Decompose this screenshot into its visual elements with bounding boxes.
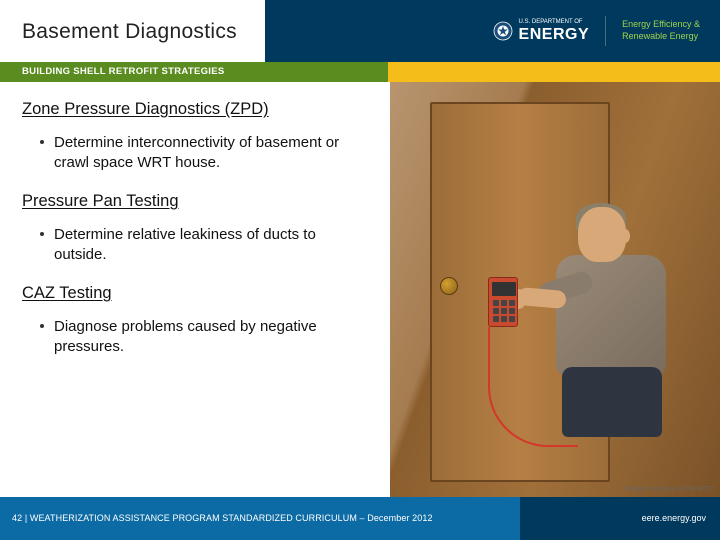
footer-left: 42 | WEATHERIZATION ASSISTANCE PROGRAM S…: [0, 497, 520, 540]
bullet-icon: [40, 140, 44, 144]
sub-line2: Renewable Energy: [622, 31, 700, 43]
doe-subtext: Energy Efficiency & Renewable Energy: [622, 19, 700, 42]
footer-program-text: WEATHERIZATION ASSISTANCE PROGRAM STANDA…: [30, 513, 433, 523]
footer-url: eere.energy.gov: [520, 497, 720, 540]
header-logo-area: U.S. DEPARTMENT OF ENERGY Energy Efficie…: [265, 0, 720, 62]
head-shape: [578, 207, 626, 262]
person-shape: [528, 207, 698, 437]
manometer-device: [488, 277, 518, 327]
page-number: 42: [12, 513, 22, 523]
header: Basement Diagnostics U.S. DEPARTMENT OF …: [0, 0, 720, 62]
sub-line1: Energy Efficiency &: [622, 19, 700, 31]
category-stripe: BUILDING SHELL RETROFIT STRATEGIES: [0, 62, 720, 82]
footer: 42 | WEATHERIZATION ASSISTANCE PROGRAM S…: [0, 497, 720, 540]
section-heading-zpd: Zone Pressure Diagnostics (ZPD): [22, 100, 370, 119]
bullet-icon: [40, 324, 44, 328]
section-heading-caz: CAZ Testing: [22, 284, 370, 303]
device-screen: [492, 282, 516, 296]
doe-logo: U.S. DEPARTMENT OF ENERGY Energy Efficie…: [493, 16, 700, 46]
page-title: Basement Diagnostics: [22, 20, 265, 44]
category-label: BUILDING SHELL RETROFIT STRATEGIES: [0, 62, 388, 82]
stripe-accent: [388, 62, 720, 82]
main-area: Zone Pressure Diagnostics (ZPD) Determin…: [0, 82, 720, 497]
dept-top-label: U.S. DEPARTMENT OF: [519, 19, 590, 26]
bullet-row: Diagnose problems caused by negative pre…: [22, 317, 370, 356]
bullet-row: Determine interconnectivity of basement …: [22, 133, 370, 172]
section-heading-pan: Pressure Pan Testing: [22, 192, 370, 211]
doe-seal-icon: [493, 21, 513, 41]
doorknob-shape: [440, 277, 458, 295]
device-buttons: [493, 300, 515, 322]
content-column: Zone Pressure Diagnostics (ZPD) Determin…: [0, 82, 388, 356]
logo-divider: [605, 16, 606, 46]
bullet-text-caz: Diagnose problems caused by negative pre…: [54, 317, 354, 356]
photo-illustration: Photo courtesy of PA WTC: [390, 82, 720, 497]
header-title-area: Basement Diagnostics: [0, 0, 265, 62]
bullet-text-pan: Determine relative leakiness of ducts to…: [54, 225, 354, 264]
bullet-text-zpd: Determine interconnectivity of basement …: [54, 133, 354, 172]
photo-credit: Photo courtesy of PA WTC: [625, 484, 714, 493]
bullet-row: Determine relative leakiness of ducts to…: [22, 225, 370, 264]
dept-main-label: ENERGY: [519, 26, 590, 44]
bullet-icon: [40, 232, 44, 236]
doe-text: U.S. DEPARTMENT OF ENERGY: [519, 19, 590, 43]
ear-shape: [620, 229, 630, 243]
